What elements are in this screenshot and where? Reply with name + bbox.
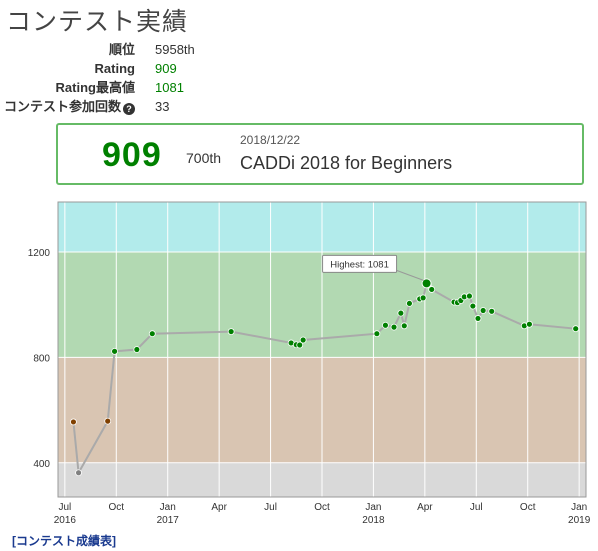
x-tick-label: Jan — [365, 502, 381, 513]
highest-value: 1081 — [155, 80, 184, 95]
rating-point — [227, 328, 235, 335]
latest-date: 2018/12/22 — [240, 133, 301, 147]
count-value: 33 — [155, 99, 170, 114]
x-tick-label: Jul — [470, 502, 483, 513]
latest-rank: 700th — [186, 150, 222, 166]
y-tick-label: 800 — [33, 353, 50, 364]
rating-chart: 400 800 1200 Jul 2016 Oct Jan 2017 Apr Jul Oct Jan 2… — [0, 195, 598, 525]
stat-row-highest: Rating最高値 1081 — [0, 78, 300, 97]
x-tick-label: Jul — [264, 502, 277, 513]
x-tick-label: Jan — [160, 502, 176, 513]
stat-row-count: コンテスト参加回数? 33 — [0, 97, 300, 116]
rating-point — [400, 322, 408, 330]
latest-contest-card: 909 700th 2018/12/22 CADDi 2018 for Begi… — [56, 123, 584, 185]
rating-point — [428, 286, 436, 293]
rating-point — [296, 341, 304, 349]
rating-line — [72, 281, 576, 477]
x-tick-label: Oct — [520, 502, 536, 513]
page-title: コンテスト実績 — [6, 8, 189, 36]
highest-callout-box — [322, 254, 398, 273]
highest-label: Rating最高値 — [55, 80, 135, 95]
rating-label: Rating — [94, 61, 135, 76]
count-label: コンテスト参加回数 — [3, 99, 121, 114]
x-tick-label: Jan — [571, 502, 587, 513]
highest-point-marker — [421, 278, 432, 289]
rating-point — [406, 300, 413, 307]
rating-point — [397, 309, 405, 317]
rating-point — [469, 302, 477, 310]
rating-point — [70, 418, 77, 426]
rating-value: 909 — [155, 61, 177, 76]
x-tick-year-label: 2018 — [362, 515, 385, 525]
rating-point — [466, 292, 473, 300]
rating-point — [111, 347, 118, 355]
question-circle-icon[interactable]: ? — [123, 103, 135, 115]
rating-point — [382, 321, 389, 329]
rating-point — [526, 320, 533, 328]
y-tick-label: 1200 — [28, 248, 51, 259]
x-tick-label: Apr — [417, 502, 433, 513]
latest-contest-name[interactable]: CADDi 2018 for Beginners — [240, 153, 453, 173]
rating-point — [390, 323, 398, 331]
x-tick-label: Apr — [211, 502, 227, 513]
rating-point — [373, 330, 381, 338]
x-tick-label: Jul — [58, 502, 71, 513]
highest-callout-label: Highest: 1081 — [330, 259, 389, 270]
plot-border — [57, 201, 587, 498]
count-label-cell: コンテスト参加回数? — [0, 97, 155, 116]
contest-results-link[interactable]: [コンテスト成績表] — [12, 534, 116, 548]
x-tick-label: Oct — [109, 502, 125, 513]
rating-point — [419, 294, 427, 302]
y-tick-label: 400 — [33, 459, 50, 470]
rating-point — [148, 330, 156, 338]
stat-row-rank: 順位 5958th — [0, 40, 300, 59]
rank-value: 5958th — [155, 42, 195, 57]
rating-point — [299, 336, 307, 344]
stat-row-rating: Rating 909 — [0, 59, 300, 78]
stats-table: 順位 5958th Rating 909 Rating最高値 1081 コンテス… — [0, 40, 300, 116]
rating-point — [75, 469, 82, 477]
rating-point — [133, 346, 141, 353]
latest-rating: 909 — [102, 136, 162, 174]
x-tick-year-label: 2016 — [54, 515, 77, 525]
x-tick-label: Oct — [314, 502, 330, 513]
x-tick-year-label: 2017 — [157, 515, 180, 525]
rating-point — [104, 417, 112, 425]
rating-chart-svg: 400 800 1200 Jul 2016 Oct Jan 2017 Apr Jul Oct Jan 2… — [28, 201, 591, 525]
rating-point — [479, 307, 487, 314]
x-tick-year-label: 2019 — [568, 515, 591, 525]
highest-callout-line — [396, 269, 424, 281]
rank-label: 順位 — [108, 42, 135, 57]
rating-point — [488, 307, 496, 315]
rating-point — [572, 325, 580, 333]
rating-point — [474, 315, 482, 322]
